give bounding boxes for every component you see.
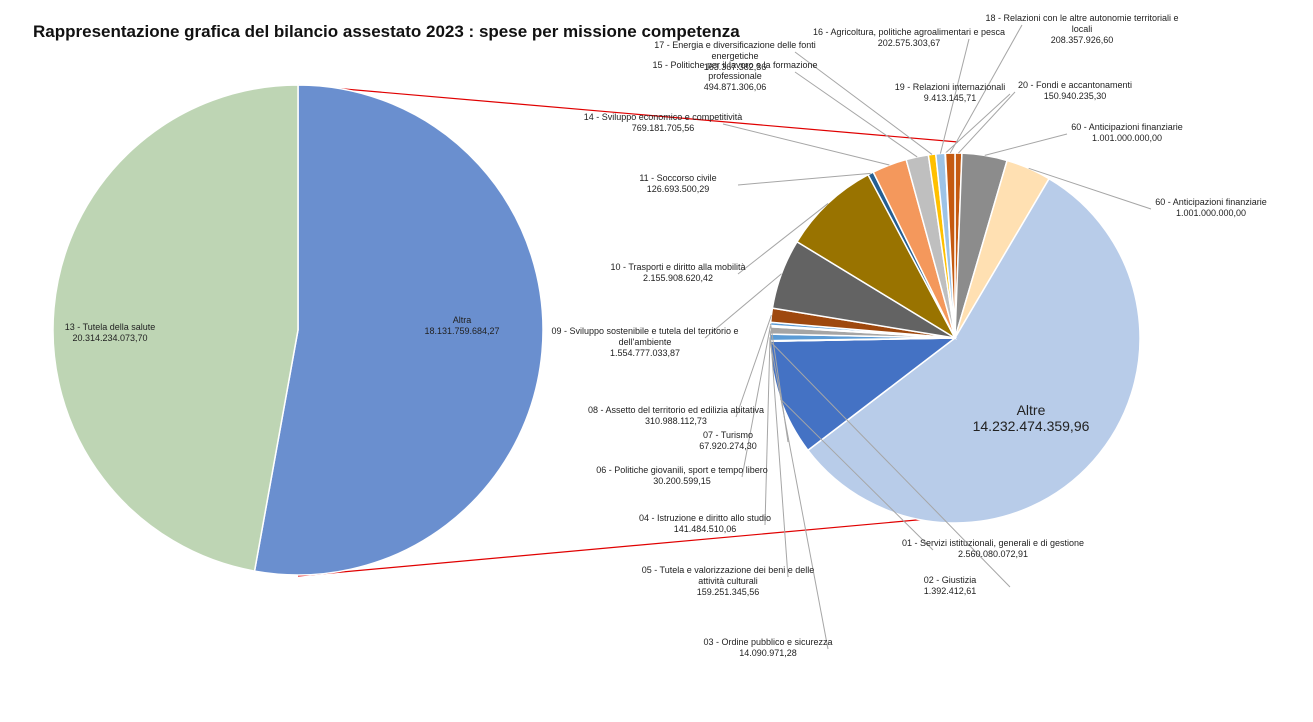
leader-line — [794, 51, 933, 155]
label-value: 1.554.777.033,87 — [609, 348, 681, 358]
label-value: 163.367.382,36 — [703, 62, 767, 72]
leader-line — [939, 38, 970, 154]
label-name: 06 - Politiche giovanili, sport e tempo … — [596, 465, 768, 475]
pie-slice — [253, 84, 544, 576]
leader-line — [741, 326, 771, 478]
label-value: 18.131.759.684,27 — [424, 326, 500, 336]
label-value: 1.392.412,61 — [923, 586, 977, 596]
label-name: 01 - Servizi istituzionali, generali e d… — [901, 538, 1085, 548]
label-name: Altra — [452, 315, 472, 325]
label-value: 1.001.000.000,00 — [1091, 133, 1163, 143]
data-label: 02 - Giustizia 1.392.412,61 — [850, 575, 1050, 597]
leader-line — [737, 172, 871, 186]
leader-line — [1028, 167, 1152, 210]
label-name: 20 - Fondi e accantonamenti — [1017, 80, 1133, 90]
leader-line — [770, 323, 789, 443]
label-value: 2.155.908.620,42 — [642, 273, 714, 283]
label-value: 769.181.705,56 — [631, 123, 695, 133]
pie-slice — [795, 173, 957, 341]
label-name: 16 - Agricoltura, politiche agroalimenta… — [812, 27, 1006, 37]
leader-line — [769, 340, 829, 650]
data-label: Altra 18.131.759.684,27 — [362, 315, 562, 337]
data-label: 16 - Agricoltura, politiche agroalimenta… — [809, 27, 1009, 49]
leader-line — [794, 71, 918, 158]
label-name: 08 - Assetto del territorio ed edilizia … — [587, 405, 765, 415]
data-label: 05 - Tutela e valorizzazione dei beni e … — [628, 565, 828, 598]
data-label: 19 - Relazioni internazionali 9.413.145,7… — [850, 82, 1050, 104]
chart-title: Rappresentazione grafica del bilancio as… — [33, 22, 740, 41]
label-name: 60 - Anticipazioni finanziarie — [1155, 197, 1267, 207]
label-name: 60 - Anticipazioni finanziarie — [1071, 122, 1183, 132]
connector-line — [297, 84, 959, 143]
label-name: 14 - Sviluppo economico e competitività — [583, 112, 743, 122]
label-name: 04 - Istruzione e diritto allo studio — [638, 513, 772, 523]
data-label: 13 - Tutela della salute 20.314.234.073,7… — [10, 322, 210, 344]
label-name: 02 - Giustizia — [923, 575, 977, 585]
data-label: 04 - Istruzione e diritto allo studio 141… — [605, 513, 805, 535]
label-value: 9.413.145,71 — [923, 93, 977, 103]
data-label: 60 - Anticipazioni finanziarie 1.001.000.… — [1027, 122, 1227, 144]
leader-line — [722, 123, 890, 166]
data-label: 15 - Politiche per il lavoro e la formaz… — [635, 60, 835, 93]
data-label: Altre 14.232.474.359,96 — [931, 402, 1131, 434]
label-name: 05 - Tutela e valorizzazione dei beni e … — [641, 565, 815, 586]
label-value: 67.920.274,30 — [699, 441, 757, 451]
data-label: 09 - Sviluppo sostenibile e tutela del t… — [545, 326, 745, 359]
label-value: 159.251.345,56 — [696, 587, 760, 597]
label-name: 17 - Energia e diversificazione delle fo… — [654, 40, 816, 61]
data-label: 08 - Assetto del territorio ed edilizia … — [576, 405, 776, 427]
data-label: 06 - Politiche giovanili, sport e tempo … — [582, 465, 782, 487]
label-value: 14.090.971,28 — [739, 648, 797, 658]
pie-slice — [944, 152, 956, 339]
label-value: 126.693.500,29 — [646, 184, 710, 194]
leader-line — [737, 203, 829, 275]
data-label: 10 - Trasporti e diritto alla mobilità 2.… — [578, 262, 778, 284]
label-value: 14.232.474.359,96 — [972, 418, 1090, 434]
label-value: 310.988.112,73 — [645, 416, 707, 426]
label-value: 494.871.306,06 — [703, 82, 767, 92]
label-name: 09 - Sviluppo sostenibile e tutela del t… — [551, 326, 739, 347]
data-label: 18 - Relazioni con le altre autonomie te… — [982, 13, 1182, 46]
label-name: 03 - Ordine pubblico e sicurezza — [703, 637, 833, 647]
data-label: 11 - Soccorso civile 126.693.500,29 — [578, 173, 778, 195]
data-label: 07 - Turismo 67.920.274,30 — [628, 430, 828, 452]
label-value: 208.357.926,60 — [1050, 35, 1114, 45]
leader-line — [764, 337, 771, 526]
pie-slice — [52, 84, 299, 572]
leader-line — [779, 398, 934, 551]
label-value: 30.200.599,15 — [653, 476, 711, 486]
label-value: 20.314.234.073,70 — [72, 333, 148, 343]
label-name: 18 - Relazioni con le altre autonomie te… — [985, 13, 1179, 34]
leader-line — [704, 273, 782, 339]
label-name: 11 - Soccorso civile — [639, 173, 717, 183]
leader-line — [769, 330, 789, 578]
leader-line — [958, 91, 1016, 154]
label-name: 19 - Relazioni internazionali — [894, 82, 1006, 92]
label-name: 07 - Turismo — [702, 430, 753, 440]
data-label: 01 - Servizi istituzionali, generali e d… — [893, 538, 1093, 560]
label-value: 202.575.303,67 — [877, 38, 941, 48]
label-name: 15 - Politiche per il lavoro e la formaz… — [652, 60, 818, 81]
leader-line — [984, 133, 1068, 156]
label-value: 150.940.235,30 — [1043, 91, 1107, 101]
label-value: 1.001.000.000,00 — [1175, 208, 1247, 218]
data-label: 17 - Energia e diversificazione delle fo… — [635, 40, 835, 73]
data-label: 20 - Fondi e accantonamenti 150.940.235,3… — [975, 80, 1175, 102]
label-name: 13 - Tutela della salute — [64, 322, 156, 332]
data-label: 14 - Sviluppo economico e competitività 7… — [563, 112, 763, 134]
leader-line — [769, 340, 1011, 588]
data-label: 60 - Anticipazioni finanziarie 1.001.000.… — [1111, 197, 1311, 219]
label-name: Altre — [1016, 402, 1046, 418]
label-value: 141.484.510,06 — [673, 524, 737, 534]
pie-slice — [806, 177, 1141, 524]
connector-line — [297, 514, 973, 577]
label-value: 2.560.080.072,91 — [957, 549, 1029, 559]
leader-line — [949, 24, 1023, 154]
data-label: 03 - Ordine pubblico e sicurezza 14.090.9… — [668, 637, 868, 659]
label-name: 10 - Trasporti e diritto alla mobilità — [610, 262, 746, 272]
leader-line — [735, 315, 772, 418]
